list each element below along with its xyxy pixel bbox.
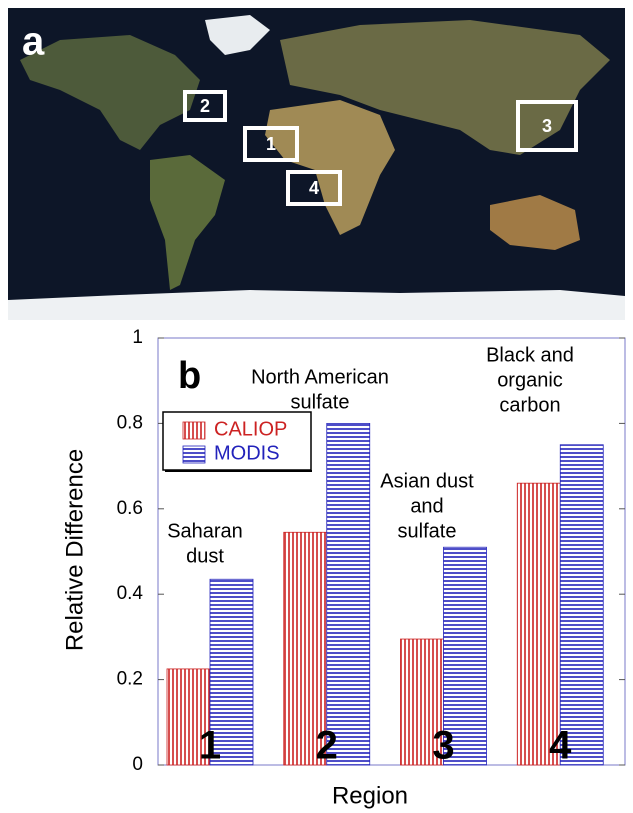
y-tick-label: 0 <box>132 754 143 775</box>
x-axis-label: Region <box>332 782 408 809</box>
category-label: 2 <box>316 724 338 768</box>
y-tick-label: 0.6 <box>117 498 143 519</box>
annotation: Asian dust <box>380 470 474 492</box>
y-tick-label: 1 <box>132 327 143 348</box>
category-label: 4 <box>549 724 572 768</box>
region-box-label: 2 <box>200 96 210 116</box>
region-box-label: 1 <box>266 134 276 154</box>
region-box-label: 3 <box>542 116 552 136</box>
legend-swatch <box>183 422 205 439</box>
annotation: sulfate <box>291 391 350 413</box>
y-axis-label: Relative Difference <box>61 449 88 651</box>
category-label: 1 <box>199 724 221 768</box>
annotation: carbon <box>499 394 560 416</box>
legend-swatch <box>183 446 205 463</box>
bar <box>327 423 370 765</box>
annotation: Black and <box>486 344 574 366</box>
y-tick-label: 0.4 <box>117 583 144 604</box>
region-box-label: 4 <box>309 178 319 198</box>
world-map <box>8 8 625 320</box>
bar <box>560 445 603 765</box>
annotation: organic <box>497 369 563 391</box>
panel-label: b <box>178 355 201 397</box>
annotation: and <box>410 495 443 517</box>
page: a 2 1 4 3 0 0.2 0.4 0.6 0.8 1 Relative Difference Re… <box>0 0 633 813</box>
annotation: North American <box>251 366 389 388</box>
annotation: Saharan <box>167 520 243 542</box>
y-tick-label: 0.2 <box>117 669 143 690</box>
category-label: 3 <box>432 724 454 768</box>
y-tick-label: 0.8 <box>117 412 143 433</box>
figure: a 2 1 4 3 0 0.2 0.4 0.6 0.8 1 Relative Difference Re… <box>0 0 633 813</box>
annotation: sulfate <box>398 520 457 542</box>
legend-label: CALIOP <box>214 418 287 440</box>
annotation: dust <box>186 545 224 567</box>
panel-label: a <box>22 20 45 64</box>
legend-label: MODIS <box>214 442 280 464</box>
